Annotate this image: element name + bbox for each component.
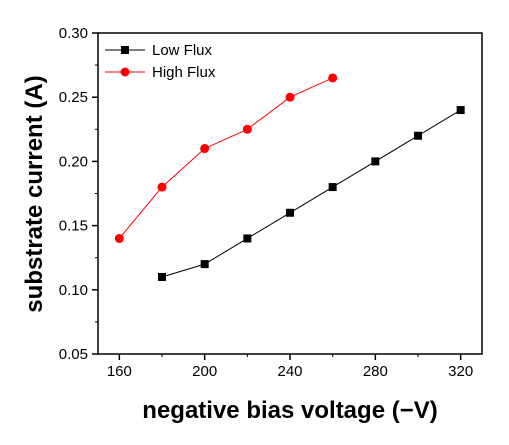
data-point-high-flux <box>285 92 295 102</box>
data-point-low-flux <box>371 157 380 166</box>
series-line-high-flux <box>118 77 333 239</box>
y-tick-label: 0.05 <box>59 346 88 363</box>
series-line-low-flux <box>161 109 461 278</box>
legend-label-high-flux: High Flux <box>152 64 216 81</box>
data-point-low-flux <box>200 260 209 269</box>
x-tick-label: 320 <box>448 363 473 380</box>
y-axis-title: substrate current (A) <box>21 75 48 312</box>
y-tick-label: 0.15 <box>59 218 88 235</box>
data-point-low-flux <box>456 106 465 115</box>
data-point-high-flux <box>114 233 124 243</box>
x-axis-title: negative bias voltage (−V) <box>142 397 437 424</box>
x-tick-label: 160 <box>107 363 132 380</box>
data-point-high-flux <box>242 124 252 134</box>
y-tick-label: 0.25 <box>59 89 88 106</box>
axes-layer: 160 200 240 280 320 0.05 0.10 0.15 0.20 0.25 0.30 <box>59 25 483 380</box>
x-tick-label: 240 <box>277 363 302 380</box>
data-point-low-flux <box>286 208 294 217</box>
legend: Low Flux High Flux <box>105 42 216 81</box>
y-tick-label: 0.20 <box>59 153 88 170</box>
plot-layer <box>114 73 465 281</box>
data-point-low-flux <box>243 234 252 243</box>
data-point-low-flux <box>158 272 166 281</box>
x-tick-label: 280 <box>363 363 388 380</box>
data-point-high-flux <box>200 144 210 154</box>
data-point-high-flux <box>157 182 167 192</box>
data-point-low-flux <box>414 131 422 140</box>
legend-marker-high-flux <box>120 67 130 77</box>
y-tick-label: 0.30 <box>59 25 88 42</box>
y-tick-label: 0.10 <box>59 282 88 299</box>
legend-marker-low-flux <box>121 46 129 54</box>
data-point-low-flux <box>328 183 337 192</box>
plot-frame <box>97 32 483 355</box>
x-tick-label: 200 <box>192 363 217 380</box>
legend-label-low-flux: Low Flux <box>152 42 213 59</box>
data-point-high-flux <box>328 73 338 83</box>
